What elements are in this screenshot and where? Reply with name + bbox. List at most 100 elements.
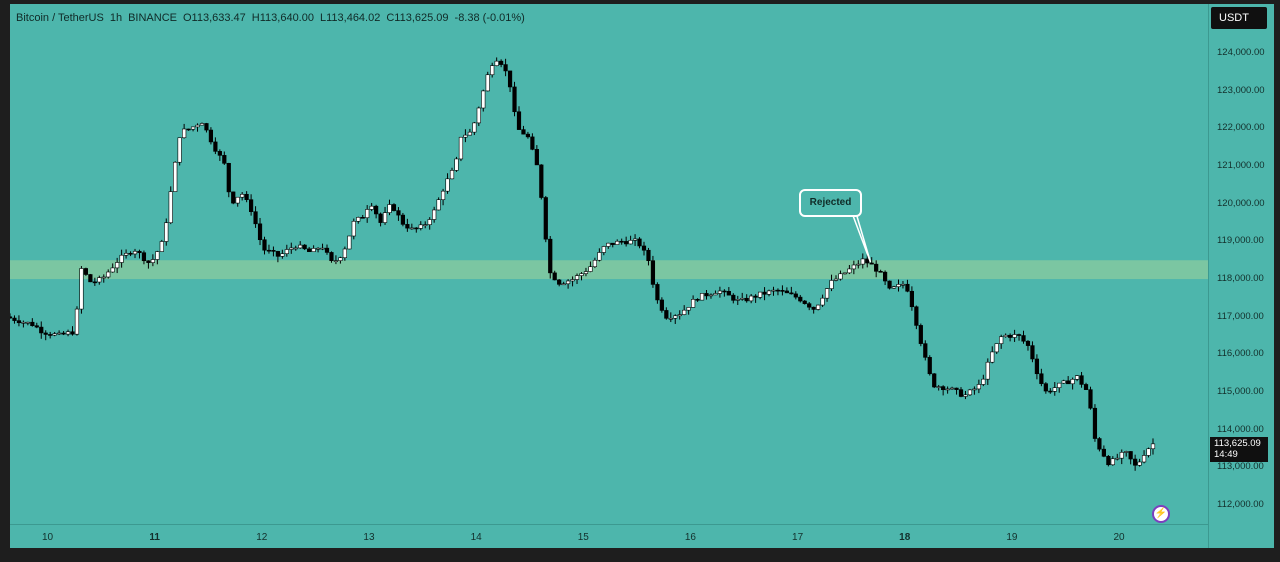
candle-body <box>43 332 48 335</box>
lightning-icon[interactable]: ⚡ <box>1152 505 1170 523</box>
price-tick-label: 124,000.00 <box>1217 46 1265 58</box>
candle-body <box>583 271 589 274</box>
candle-body <box>521 129 526 135</box>
candle-body <box>927 357 932 375</box>
candle-body <box>159 241 164 252</box>
candle-body <box>1057 382 1062 388</box>
candle-body <box>1074 375 1080 380</box>
candle-body <box>972 388 977 391</box>
interval-label[interactable]: 1h <box>109 12 123 24</box>
candle-body <box>905 283 910 292</box>
candle-body <box>708 294 714 297</box>
candle-body <box>824 288 830 299</box>
candle-body <box>891 286 897 289</box>
candle-body <box>530 136 535 150</box>
candle-body <box>860 258 865 265</box>
candle-body <box>664 310 669 319</box>
candle-body <box>1052 387 1057 392</box>
candle-body <box>177 137 182 163</box>
candle-body <box>240 193 245 198</box>
candle-body <box>88 274 93 283</box>
candle-body <box>16 320 22 324</box>
rejected-callout[interactable]: Rejected <box>799 189 862 217</box>
candle-body <box>423 224 428 226</box>
candle-body <box>793 293 798 298</box>
candle-body <box>190 126 196 130</box>
candle-body <box>1110 458 1115 466</box>
candle-body <box>204 123 209 131</box>
candle-body <box>213 141 218 152</box>
candle-body <box>199 123 205 126</box>
candle-body <box>717 290 723 294</box>
candle-body <box>458 136 464 160</box>
candle-body <box>695 299 700 301</box>
candle-body <box>1043 383 1048 392</box>
price-tick-label: 121,000.00 <box>1217 160 1265 172</box>
candle-body <box>52 333 57 336</box>
price-tick-label: 115,000.00 <box>1217 386 1264 398</box>
candle-body <box>534 149 539 166</box>
price-tick-label: 114,000.00 <box>1217 423 1264 435</box>
candle-body <box>65 331 71 335</box>
candle-body <box>677 314 682 317</box>
candle-body <box>771 289 776 292</box>
candle-body <box>83 268 89 275</box>
candle-body <box>400 214 406 225</box>
candle-body <box>481 90 486 109</box>
time-tick-label: 14 <box>470 532 482 543</box>
last-price-value: 113,625.09 <box>1214 438 1261 449</box>
price-tick-label: 118,000.00 <box>1217 273 1264 285</box>
candle-body <box>141 252 147 262</box>
candle-body <box>168 191 173 224</box>
candle-body <box>1106 455 1111 466</box>
price-tick-label: 120,000.00 <box>1217 197 1265 209</box>
time-tick-label: 11 <box>149 532 160 543</box>
candle-body <box>369 205 374 210</box>
candle-body <box>418 224 423 229</box>
price-tick-label: 119,000.00 <box>1217 235 1264 247</box>
candle-body <box>324 247 330 253</box>
candle-body <box>606 242 611 247</box>
price-tick-label: 113,000.00 <box>1217 461 1264 473</box>
candle-body <box>320 247 325 250</box>
candle-body <box>762 291 767 295</box>
candle-body <box>1012 334 1017 338</box>
candle-body <box>574 275 580 280</box>
candle-body <box>945 388 950 391</box>
candle-body <box>659 299 664 311</box>
last-price-badge: 113,625.09 14:49 <box>1210 437 1268 462</box>
currency-button[interactable]: USDT <box>1211 7 1267 29</box>
candle-body <box>566 280 571 285</box>
chart-plot-area[interactable]: Bitcoin / TetherUS 1h BINANCE O113,633.47 H1… <box>10 4 1208 524</box>
candle-body <box>923 343 928 358</box>
candle-body <box>1133 458 1138 466</box>
candle-body <box>958 389 964 397</box>
candle-body <box>164 222 169 242</box>
candle-body <box>744 297 749 302</box>
candle-body <box>949 387 955 390</box>
candle-body <box>865 258 870 264</box>
candle-body <box>507 70 513 88</box>
candle-body <box>490 65 495 76</box>
candle-body <box>128 252 133 255</box>
symbol-header: Bitcoin / TetherUS 1h BINANCE O113,633.47 H1… <box>16 12 531 24</box>
candle-body <box>440 190 446 200</box>
open-value: O113,633.47 <box>183 12 246 24</box>
candle-body <box>409 227 414 230</box>
candle-body <box>592 259 597 268</box>
candle-body <box>25 321 30 324</box>
candle-body <box>896 284 901 288</box>
candle-body <box>914 306 919 326</box>
candle-body <box>333 260 339 262</box>
pair-name[interactable]: Bitcoin / TetherUS <box>16 12 104 24</box>
candle-body <box>472 122 477 133</box>
candle-body <box>1034 358 1040 375</box>
candle-body <box>985 361 990 380</box>
candle-body <box>851 264 856 270</box>
candle-body <box>12 317 17 321</box>
time-tick-label: 19 <box>1006 532 1018 543</box>
price-axis[interactable]: 125,000.00124,000.00123,000.00122,000.00… <box>1208 4 1274 548</box>
time-axis[interactable]: 10 11 12 13 14 15 16 17 18 19 20 <box>10 524 1208 548</box>
candle-body <box>548 238 553 274</box>
candle-body <box>909 290 914 308</box>
